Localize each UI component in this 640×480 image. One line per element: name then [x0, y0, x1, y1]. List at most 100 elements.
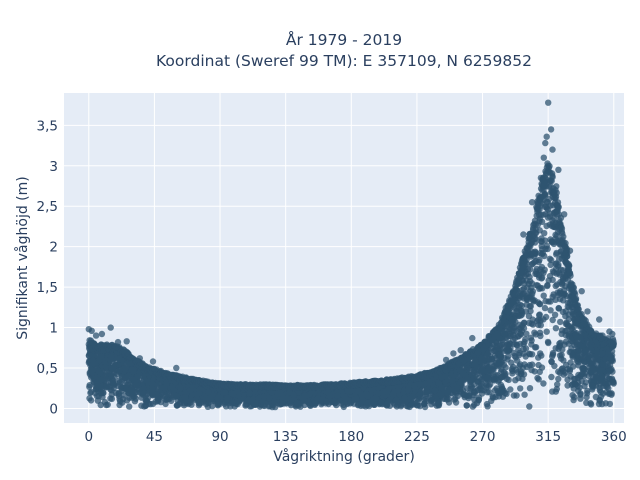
- data-point: [466, 392, 473, 399]
- data-point: [548, 373, 555, 381]
- data-point: [537, 332, 544, 340]
- data-point: [365, 399, 372, 407]
- chart-subtitle: Koordinat (Sweref 99 TM): E 357109, N 62…: [156, 52, 532, 70]
- data-point: [527, 303, 534, 310]
- data-point: [152, 398, 159, 405]
- data-point: [452, 395, 459, 402]
- data-point: [549, 202, 557, 209]
- data-point: [564, 382, 571, 389]
- data-point: [521, 391, 528, 398]
- data-point: [508, 316, 516, 324]
- data-point: [463, 385, 471, 392]
- data-point: [423, 390, 430, 398]
- data-point: [355, 401, 362, 408]
- data-point: [102, 376, 109, 384]
- chart-title: År 1979 - 2019: [286, 30, 402, 49]
- data-point: [214, 401, 221, 408]
- data-point: [532, 344, 540, 351]
- data-point: [546, 255, 553, 262]
- data-point: [524, 284, 531, 291]
- data-point: [552, 325, 560, 332]
- data-point: [598, 375, 606, 382]
- data-point: [116, 356, 123, 363]
- data-point: [543, 328, 550, 335]
- data-point: [473, 399, 481, 407]
- data-point: [520, 319, 528, 327]
- data-point: [555, 375, 562, 383]
- data-point: [538, 218, 546, 225]
- data-point: [536, 312, 543, 319]
- data-point: [591, 354, 598, 361]
- data-point: [593, 348, 601, 355]
- data-point: [347, 400, 354, 407]
- data-point: [543, 222, 550, 230]
- data-point: [557, 318, 564, 326]
- data-point: [528, 261, 535, 268]
- data-point: [545, 339, 552, 347]
- data-point: [479, 366, 486, 374]
- data-point: [170, 391, 178, 399]
- data-point: [544, 198, 551, 206]
- data-point: [587, 401, 595, 408]
- data-point: [471, 389, 479, 396]
- data-point: [86, 395, 93, 402]
- data-point: [501, 331, 508, 338]
- data-point: [544, 206, 552, 213]
- data-point: [552, 345, 559, 352]
- data-point: [449, 377, 456, 384]
- data-point: [543, 242, 550, 249]
- data-point: [528, 337, 535, 344]
- data-point: [581, 359, 588, 366]
- data-point: [177, 384, 184, 392]
- data-point: [523, 363, 531, 371]
- data-point: [527, 307, 534, 315]
- data-point: [551, 311, 559, 318]
- data-point: [570, 375, 578, 383]
- data-point: [541, 230, 548, 237]
- data-point: [397, 403, 405, 410]
- data-point: [513, 327, 520, 334]
- data-point: [427, 394, 435, 402]
- data-point: [116, 367, 123, 374]
- data-point: [401, 394, 409, 402]
- data-point: [540, 380, 547, 387]
- data-point: [556, 340, 563, 347]
- data-point: [144, 394, 152, 401]
- data-point: [582, 347, 589, 355]
- data-point: [572, 381, 579, 388]
- data-point: [392, 397, 400, 404]
- data-point: [513, 392, 520, 399]
- data-point: [570, 363, 577, 370]
- data-point: [209, 402, 216, 410]
- data-point: [503, 347, 510, 354]
- data-point: [542, 298, 549, 305]
- data-point: [583, 393, 590, 401]
- data-point: [512, 312, 519, 319]
- data-point: [174, 401, 181, 409]
- data-point: [554, 381, 561, 388]
- data-point: [477, 385, 484, 392]
- data-point: [486, 389, 493, 396]
- data-point: [484, 350, 492, 358]
- data-point: [489, 355, 496, 363]
- data-point: [536, 256, 543, 264]
- data-point: [564, 365, 572, 373]
- data-point: [560, 357, 567, 364]
- data-point: [483, 373, 490, 381]
- data-point: [435, 380, 443, 387]
- data-point: [573, 334, 581, 341]
- data-point: [445, 395, 452, 403]
- data-point: [372, 394, 379, 402]
- data-point: [582, 379, 590, 386]
- data-points: [85, 99, 617, 411]
- data-point: [549, 316, 556, 324]
- data-point: [518, 293, 525, 301]
- data-point: [312, 400, 319, 407]
- data-point: [436, 400, 443, 407]
- data-point: [556, 369, 564, 376]
- data-point: [138, 402, 145, 409]
- data-point: [457, 367, 464, 374]
- data-point: [534, 282, 541, 289]
- data-point: [544, 281, 551, 289]
